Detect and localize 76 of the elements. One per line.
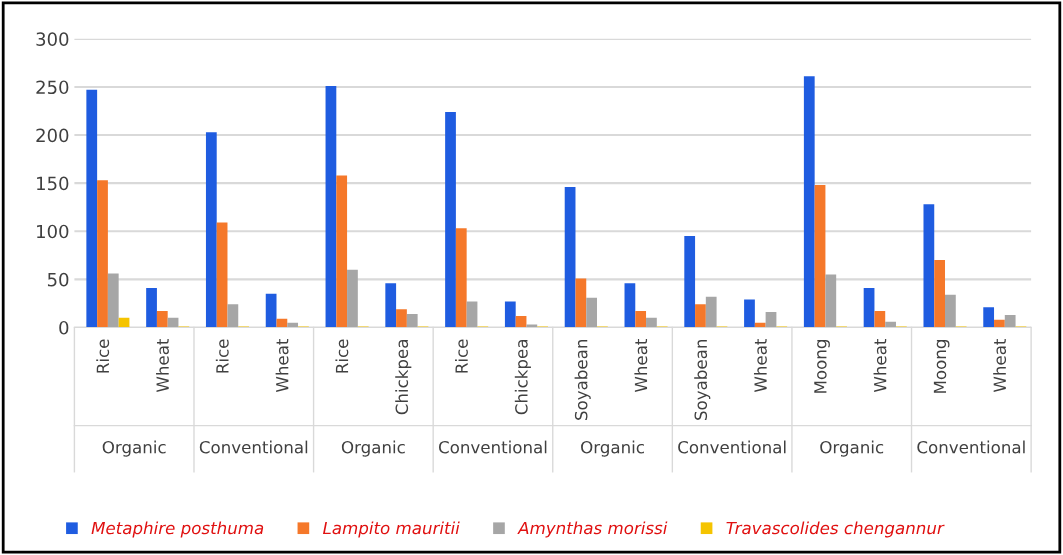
legend-label: Amynthas morissi (517, 521, 668, 538)
bar (347, 269, 358, 328)
legend-label: Lampito mauritii (323, 521, 460, 538)
x-tick-label: Moong (933, 340, 950, 393)
bar (575, 278, 587, 328)
bar (994, 319, 1005, 328)
bar (564, 187, 576, 328)
bar (216, 222, 228, 328)
x-tick-label: Soyabean (694, 339, 711, 420)
x-tick-label: Wheat (993, 338, 1007, 393)
bar (406, 313, 418, 328)
text: Conventional (199, 440, 308, 454)
bar (586, 297, 598, 328)
x-tick-label: Chickpea (395, 340, 412, 415)
bar (945, 294, 956, 328)
x-tick-label: Wheat (156, 338, 169, 393)
x-tick-label: Rice (455, 339, 468, 373)
y-tick-label: 250 (36, 80, 69, 95)
x-tick-label: Wheat (873, 338, 887, 393)
y-tick-label: 300 (36, 32, 69, 46)
text: Organic (581, 440, 644, 457)
bar (803, 76, 815, 328)
text: Organic (102, 440, 166, 457)
bar (874, 311, 886, 328)
text: Organic (341, 440, 405, 457)
y-tick-label: 50 (47, 272, 69, 287)
bar (765, 312, 777, 328)
x-tick-label: Rice (96, 339, 110, 373)
x-tick-label: Wheat (753, 338, 767, 393)
bar (156, 311, 168, 328)
bar (146, 288, 157, 328)
text: Conventional (678, 440, 786, 454)
bar (983, 307, 995, 328)
bar (744, 299, 755, 328)
x-tick-label: Rice (215, 339, 229, 373)
bar (504, 301, 516, 328)
y-tick-label: 100 (37, 224, 69, 239)
bar (336, 175, 348, 328)
bar (814, 185, 826, 328)
x-tick-label: Rice (335, 339, 349, 373)
legend-label: Metaphire posthuma (91, 521, 264, 538)
bar (227, 304, 239, 328)
y-tick-label: 150 (37, 176, 69, 191)
bar (863, 288, 875, 328)
x-tick-label: Wheat (275, 338, 289, 393)
text: Conventional (438, 440, 547, 454)
bar (695, 304, 706, 328)
bar (97, 180, 108, 328)
bar (684, 236, 696, 328)
text: Organic (820, 440, 884, 457)
y-tick-label: 200 (36, 128, 69, 143)
bar (445, 111, 456, 328)
bar (466, 301, 478, 328)
bar (934, 260, 946, 328)
bar (635, 311, 647, 328)
bar (265, 293, 277, 328)
bar (205, 132, 217, 328)
x-tick-label: Wheat (634, 338, 648, 393)
x-tick-label: Chickpea (514, 340, 531, 415)
bar (455, 228, 467, 328)
bar (923, 204, 935, 328)
legend-label: Travascolides chengannur (726, 521, 945, 538)
bar (1004, 314, 1016, 328)
bar (385, 283, 397, 328)
bar (107, 273, 119, 328)
bar (86, 89, 98, 328)
bar (396, 309, 407, 328)
bar (705, 296, 717, 328)
text: Conventional (917, 440, 1025, 454)
x-tick-label: Moong (814, 340, 830, 393)
x-tick-label: Soyabean (574, 339, 591, 420)
bar (825, 274, 837, 328)
y-tick-label: 0 (59, 320, 69, 335)
bar (646, 317, 657, 328)
bar (624, 283, 636, 328)
bar (325, 85, 337, 328)
